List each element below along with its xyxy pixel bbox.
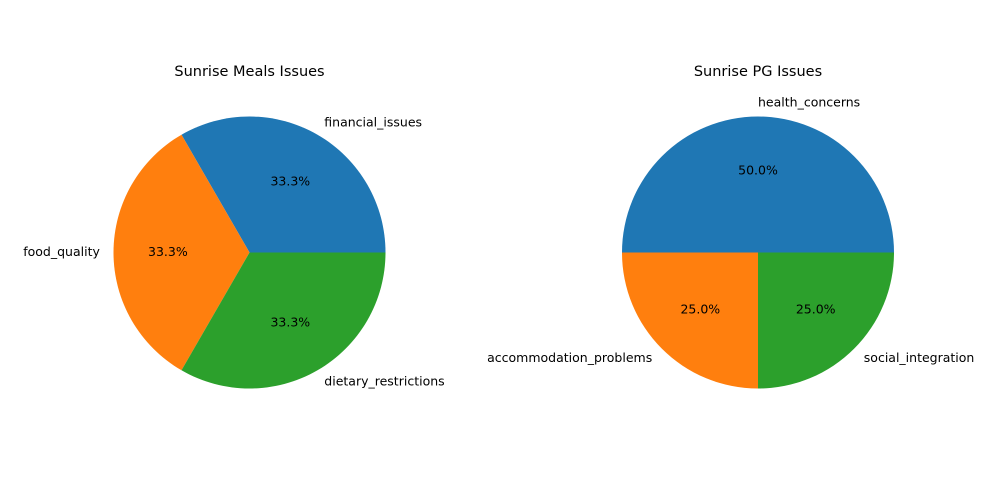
slice-percent-label: 33.3% — [148, 244, 188, 259]
slice-label: dietary_restrictions — [324, 374, 444, 389]
pie-slice-social-integration — [758, 252, 894, 389]
pie-chart-sunrise-pg: Sunrise PG Issues health_concerns 50.0% ac… — [487, 64, 974, 389]
slice-label: accommodation_problems — [487, 350, 652, 365]
chart-title: Sunrise PG Issues — [694, 64, 822, 80]
pie-chart-sunrise-meals: Sunrise Meals Issues financial_issues 33.… — [23, 64, 444, 389]
slice-percent-label: 50.0% — [738, 162, 778, 177]
slice-percent-label: 33.3% — [270, 173, 310, 188]
pie-slice-food-quality — [113, 134, 250, 371]
slice-percent-label: 33.3% — [270, 315, 310, 330]
pie-slice-accommodation-problems — [622, 252, 758, 389]
slice-percent-label: 25.0% — [796, 302, 836, 317]
slice-label: social_integration — [864, 350, 975, 365]
pie-slice-health-concerns — [622, 116, 894, 253]
slice-label: food_quality — [23, 244, 100, 259]
slice-label: health_concerns — [758, 94, 860, 109]
chart-title: Sunrise Meals Issues — [174, 64, 324, 80]
slice-percent-label: 25.0% — [680, 302, 720, 317]
pie-slice-dietary-restrictions — [181, 252, 386, 389]
pie-slice-financial-issues — [181, 116, 386, 253]
slice-label: financial_issues — [324, 114, 422, 129]
